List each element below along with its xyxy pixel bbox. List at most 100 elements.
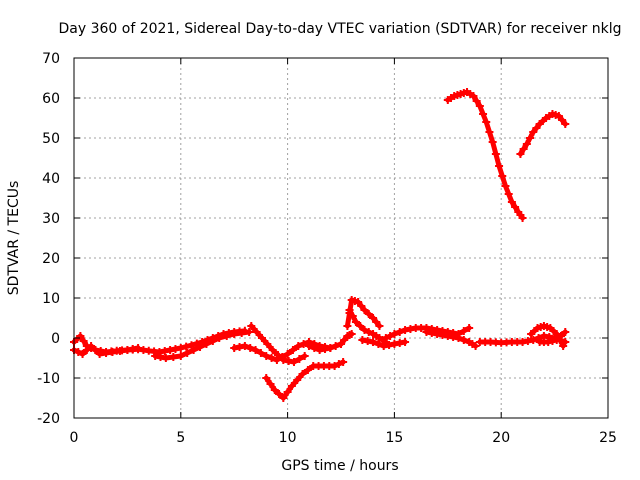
x-axis-label: GPS time / hours	[281, 458, 398, 474]
data-point	[246, 344, 255, 352]
data-point	[552, 336, 561, 344]
data-point	[237, 329, 246, 337]
series-arc-f	[262, 358, 348, 402]
x-tick-label: 20	[492, 430, 510, 446]
x-tick-label: 10	[279, 430, 297, 446]
data-point	[79, 337, 88, 345]
data-point	[386, 332, 395, 340]
data-point	[270, 386, 279, 394]
series-arc-g	[304, 330, 356, 354]
y-axis-label: SDTVAR / TECUs	[6, 181, 22, 296]
axis-ticks: 0 5 10 15 20 25 -20 -10 0 10 20 30 40 50 60 70	[37, 51, 617, 446]
y-tick-label: 40	[42, 171, 60, 187]
data-point	[279, 394, 288, 402]
data-point	[161, 354, 170, 362]
data-point	[252, 328, 261, 336]
data-point	[557, 332, 566, 340]
data-point	[298, 370, 307, 378]
data-point	[295, 355, 304, 363]
data-point	[459, 336, 468, 344]
data-point	[561, 120, 570, 128]
data-point	[273, 351, 282, 359]
data-point	[511, 203, 520, 211]
data-point	[215, 334, 224, 342]
series-arc-n	[516, 110, 570, 158]
series-arc-i	[345, 306, 390, 346]
y-tick-label: 10	[42, 291, 60, 307]
data-point	[183, 349, 192, 357]
data-point	[395, 328, 404, 336]
data-point	[526, 134, 535, 142]
data-point	[108, 348, 117, 356]
data-point	[299, 340, 308, 348]
series-arc-j	[358, 336, 410, 350]
y-tick-label: 50	[42, 131, 60, 147]
data-point	[469, 92, 478, 100]
data-point	[91, 346, 100, 354]
data-point	[334, 360, 343, 368]
data-point	[266, 380, 275, 388]
data-point	[561, 328, 570, 336]
data-point	[74, 348, 83, 356]
data-point	[268, 346, 277, 354]
data-point	[485, 128, 494, 136]
series-arc-c	[151, 328, 254, 362]
data-point	[78, 350, 87, 358]
y-tick-label: 30	[42, 211, 60, 227]
y-tick-label: 60	[42, 91, 60, 107]
y-tick-label: -10	[37, 371, 60, 387]
series-line	[263, 359, 346, 401]
data-point	[374, 340, 383, 348]
data-point	[230, 330, 239, 338]
data-point	[169, 353, 178, 361]
data-point	[479, 110, 488, 118]
series-arc-l	[422, 328, 480, 350]
data-point	[202, 340, 211, 348]
data-point	[240, 342, 249, 350]
data-point	[504, 190, 513, 198]
plot-frame	[73, 57, 609, 419]
y-tick-label: 70	[42, 51, 60, 67]
data-point	[351, 318, 360, 326]
data-point	[348, 312, 357, 320]
data-point	[283, 388, 292, 396]
data-point	[262, 352, 271, 360]
data-point	[390, 330, 399, 338]
data-point	[454, 334, 463, 342]
data-point	[364, 328, 373, 336]
data-point	[303, 366, 312, 374]
data-point	[176, 352, 185, 360]
data-point	[501, 182, 510, 190]
data-point	[187, 341, 196, 350]
data-point	[283, 350, 292, 358]
data-point	[208, 337, 217, 345]
data-point	[401, 338, 410, 346]
data-point	[251, 346, 260, 354]
data-point	[263, 340, 272, 348]
data-point	[189, 346, 198, 354]
data-point	[115, 347, 124, 355]
data-point	[356, 322, 365, 330]
data-point	[304, 342, 313, 350]
data-point	[326, 344, 335, 352]
series-arc-m	[443, 88, 527, 222]
chart-title: Day 360 of 2021, Sidereal Day-to-day VTE…	[59, 21, 622, 37]
data-point	[256, 349, 265, 357]
data-point	[369, 338, 378, 346]
data-point	[275, 390, 284, 398]
data-point	[471, 342, 480, 350]
data-point	[345, 306, 354, 314]
data-point	[343, 322, 352, 330]
grid	[74, 58, 608, 418]
data-point	[176, 344, 185, 352]
data-point	[360, 326, 369, 334]
data-point	[360, 306, 369, 314]
data-point	[257, 334, 266, 342]
data-point	[516, 150, 525, 158]
data-point	[330, 362, 339, 370]
data-point	[347, 330, 356, 338]
x-tick-label: 0	[70, 430, 79, 446]
data-point	[559, 342, 568, 350]
data-point	[375, 322, 384, 330]
